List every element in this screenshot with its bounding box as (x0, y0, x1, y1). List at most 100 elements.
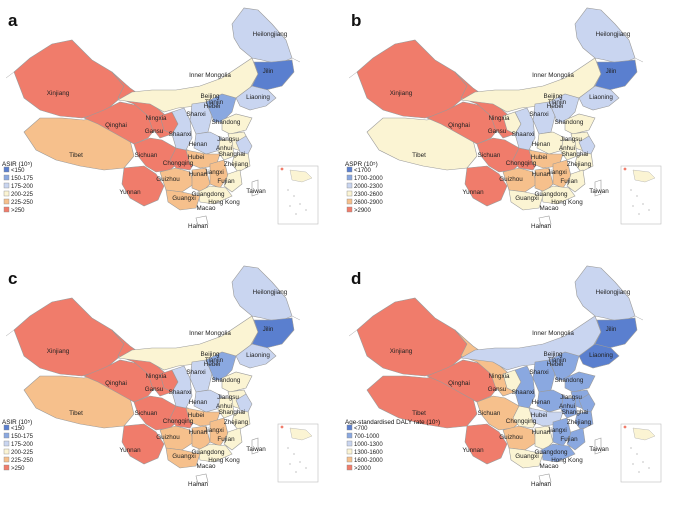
province-label-fujian: Fujian (217, 436, 235, 443)
province-label-zhejiang: Zhejiang (224, 419, 249, 426)
province-label-gansu: Gansu (145, 386, 164, 393)
province-label-shaanxi: Shaanxi (169, 131, 192, 138)
province-label-hunan: Hunan (189, 171, 208, 178)
legend-title: ASIR (10⁵) (2, 161, 32, 168)
province-label-fujian: Fujian (560, 178, 578, 185)
province-label-jiangsu: Jiangsu (217, 136, 239, 143)
legend-entry: 1700-2000 (354, 176, 383, 182)
region-jilin (594, 317, 638, 349)
legend-entry: 2000-2300 (354, 184, 383, 190)
legend-entry: 150-175 (11, 434, 34, 440)
province-label-liaoning: Liaoning (589, 352, 613, 359)
province-label-shanghai: Shanghai (219, 409, 246, 416)
province-label-hong-kong: Hong Kong (551, 457, 583, 464)
region-yunnan (464, 165, 508, 207)
legend-swatch (346, 440, 353, 447)
province-label-qinghai: Qinghai (448, 380, 470, 387)
province-label-jiangxi: Jiangxi (547, 427, 567, 434)
region-jiangxi (209, 417, 229, 447)
region-hainan (538, 215, 552, 227)
region-anhui (560, 139, 578, 161)
province-label-jilin: Jilin (263, 68, 274, 75)
legend-swatch (3, 166, 10, 173)
region-east-coast (578, 393, 596, 413)
map-panel-c: Xinjiang Tibet Qinghai Gansu Inner Mongolia H… (0, 258, 342, 515)
region-liaoning (235, 85, 277, 111)
province-label-shanxi: Shanxi (186, 369, 205, 376)
legend: ASIR (10⁵)<150 150-175 175-200 200-225 225-2… (2, 419, 34, 472)
region-jilin (594, 59, 638, 91)
province-label-qinghai: Qinghai (105, 122, 127, 129)
region-hebei (548, 351, 580, 381)
legend-swatch (3, 190, 10, 197)
legend-entry: 1000-1300 (354, 442, 383, 448)
province-label-taiwan: Taiwan (246, 446, 266, 453)
region-liaoning (235, 343, 277, 369)
region-jiangxi (209, 159, 229, 189)
region-shandong (564, 113, 596, 135)
province-label-hubei: Hubei (531, 412, 547, 419)
province-label-hubei: Hubei (531, 154, 547, 161)
legend-swatch (346, 464, 353, 471)
province-label-sichuan: Sichuan (135, 410, 158, 417)
region-xinjiang (13, 297, 125, 377)
province-label-shandong: Shandong (212, 377, 241, 384)
panel-label: b (351, 11, 361, 30)
province-label-liaoning: Liaoning (589, 94, 613, 101)
region-shandong (221, 113, 253, 135)
province-label-hebei: Hebei (204, 103, 220, 110)
province-label-heilongjiang: Heilongjiang (253, 31, 288, 38)
region-taiwan (251, 179, 259, 197)
region-hainan (195, 215, 209, 227)
province-label-hong-kong: Hong Kong (551, 199, 583, 206)
province-label-yunnan: Yunnan (462, 189, 484, 196)
legend-swatch (346, 432, 353, 439)
legend-swatch (346, 198, 353, 205)
province-label-anhui: Anhui (559, 145, 575, 152)
province-label-xinjiang: Xinjiang (390, 90, 413, 97)
province-label-anhui: Anhui (559, 403, 575, 410)
region-jiangxi (552, 159, 572, 189)
legend-swatch (3, 432, 10, 439)
province-label-taiwan: Taiwan (589, 188, 609, 195)
legend-entry: 700-1000 (354, 434, 380, 440)
province-label-guangdong: Guangdong (192, 191, 225, 198)
province-label-shanghai: Shanghai (562, 151, 589, 158)
province-label-hainan: Hainan (188, 481, 208, 488)
legend-entry: 200-225 (11, 450, 34, 456)
province-label-ningxia: Ningxia (489, 115, 510, 122)
province-label-inner-mongolia: Inner Mongolia (532, 72, 574, 79)
province-label-tibet: Tibet (412, 152, 426, 159)
province-label-tibet: Tibet (69, 152, 83, 159)
province-label-jilin: Jilin (606, 68, 617, 75)
province-label-tianjin: Tianjin (548, 99, 567, 106)
legend-swatch (3, 198, 10, 205)
legend-entry: <150 (11, 168, 25, 174)
region-hebei (205, 351, 237, 381)
province-label-zhejiang: Zhejiang (567, 419, 592, 426)
province-label-jiangsu: Jiangsu (560, 394, 582, 401)
province-label-xinjiang: Xinjiang (47, 348, 70, 355)
legend-entry: 225-250 (11, 200, 34, 206)
legend-entry: >2000 (354, 466, 372, 472)
province-label-shaanxi: Shaanxi (512, 131, 535, 138)
region-yunnan (121, 423, 165, 465)
province-label-beijing: Beijing (544, 93, 563, 100)
legend-swatch (3, 440, 10, 447)
province-label-sichuan: Sichuan (478, 152, 501, 159)
province-label-jiangsu: Jiangsu (560, 136, 582, 143)
legend-entry: >250 (11, 208, 25, 214)
province-label-guangxi: Guangxi (515, 453, 538, 460)
legend-entry: 150-175 (11, 176, 34, 182)
province-label-hunan: Hunan (532, 171, 551, 178)
province-label-qinghai: Qinghai (105, 380, 127, 387)
province-label-beijing: Beijing (544, 351, 563, 358)
province-label-inner-mongolia: Inner Mongolia (532, 330, 574, 337)
province-label-taiwan: Taiwan (589, 446, 609, 453)
province-label-yunnan: Yunnan (119, 447, 141, 454)
province-label-chongqing: Chongqing (506, 160, 537, 167)
province-label-anhui: Anhui (216, 403, 232, 410)
province-label-macao: Macao (540, 463, 559, 470)
province-label-henan: Henan (532, 399, 551, 406)
panel-label: d (351, 269, 361, 288)
